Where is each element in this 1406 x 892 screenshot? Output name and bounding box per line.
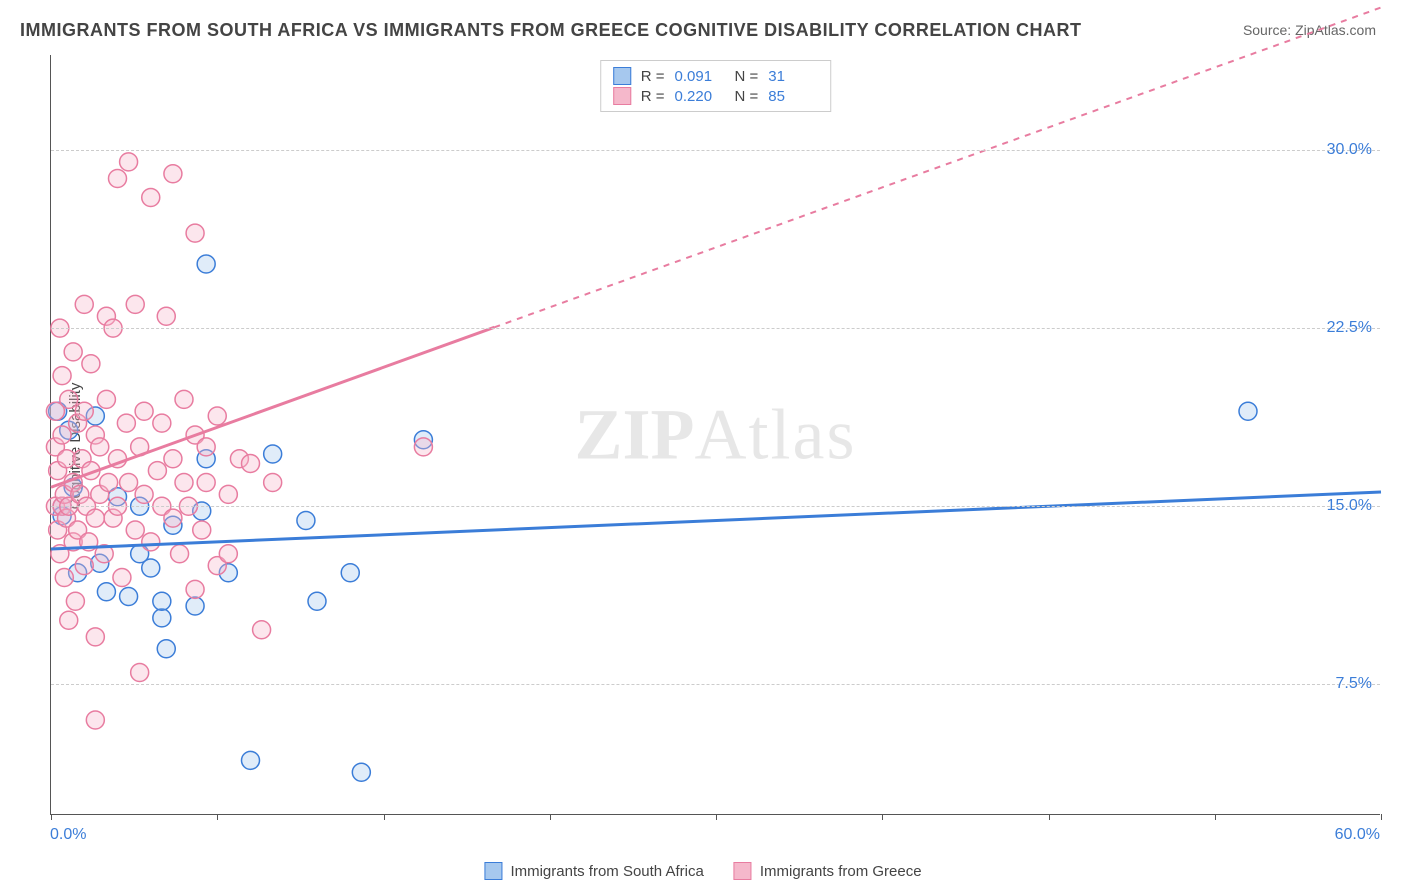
x-tick [51,814,52,820]
gridline [51,506,1380,507]
x-tick [716,814,717,820]
source-label: Source: ZipAtlas.com [1243,22,1376,38]
x-max-label: 60.0% [1335,826,1380,844]
x-tick [217,814,218,820]
plot-area: ZIPAtlas R = 0.091 N = 31 R = 0.220 N = … [50,55,1380,815]
x-tick [1049,814,1050,820]
chart-svg [51,55,1380,814]
y-tick-label: 7.5% [1336,675,1372,693]
legend-swatch-bottom-0 [484,862,502,880]
x-tick [882,814,883,820]
legend-label: Immigrants from Greece [760,863,922,880]
x-min-label: 0.0% [50,826,86,844]
legend-item: Immigrants from South Africa [484,862,703,880]
chart-title: IMMIGRANTS FROM SOUTH AFRICA VS IMMIGRAN… [20,20,1082,41]
x-tick [1215,814,1216,820]
y-tick-label: 15.0% [1327,497,1372,515]
gridline [51,150,1380,151]
y-tick-label: 22.5% [1327,319,1372,337]
gridline [51,328,1380,329]
x-tick [1381,814,1382,820]
legend-series: Immigrants from South Africa Immigrants … [484,862,921,880]
legend-label: Immigrants from South Africa [510,863,703,880]
gridline [51,684,1380,685]
y-tick-label: 30.0% [1327,141,1372,159]
x-tick [550,814,551,820]
x-tick [384,814,385,820]
legend-item: Immigrants from Greece [734,862,922,880]
legend-swatch-bottom-1 [734,862,752,880]
